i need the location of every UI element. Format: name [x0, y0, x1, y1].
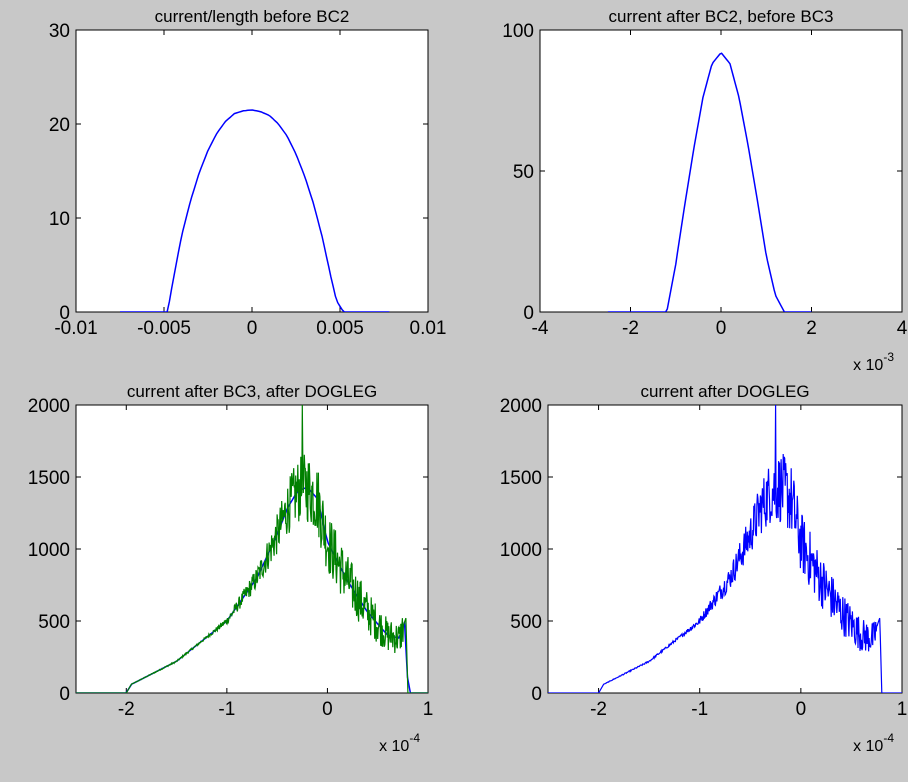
y-tick-label: 50	[513, 162, 534, 183]
series-line-1	[607, 52, 812, 312]
y-tick-label: 0	[523, 303, 534, 324]
x-tick-label: 1	[423, 699, 434, 720]
x-tick-label: 1	[897, 699, 908, 720]
chart-3: current after BC3, after DOGLEG -2 -1 0 1 0 50…	[28, 382, 434, 755]
x-tick-label: 0	[716, 318, 727, 339]
x-tick-label: 0	[796, 699, 807, 720]
y-tick-label: 100	[502, 21, 534, 42]
y-tick-label: 1500	[28, 468, 70, 489]
series-line-2	[76, 405, 428, 693]
chart-title: current after BC3, after DOGLEG	[127, 382, 377, 401]
x-tick-label: -2	[590, 699, 607, 720]
plot-area	[75, 29, 429, 313]
y-tick-label: 20	[49, 115, 70, 136]
x-tick-label: 0.005	[316, 318, 364, 339]
x-tick-label: 4	[897, 318, 908, 339]
series-line-1	[548, 405, 902, 693]
y-tick-label: 1000	[28, 540, 70, 561]
y-tick-label: 500	[510, 612, 542, 633]
y-tick-label: 0	[59, 684, 70, 705]
x-exponent-label: x 10-4	[379, 731, 420, 755]
y-tick-label: 500	[38, 612, 70, 633]
chart-title: current after DOGLEG	[640, 382, 809, 401]
x-exponent-label: x 10-3	[853, 350, 894, 374]
x-tick-label: 0.01	[410, 318, 447, 339]
plot-area	[547, 404, 903, 694]
x-tick-label: -1	[218, 699, 235, 720]
plot-area	[539, 29, 903, 313]
y-tick-label: 2000	[500, 396, 542, 417]
plot-area	[75, 404, 429, 694]
x-tick-label: -0.01	[54, 318, 97, 339]
y-tick-label: 30	[49, 21, 70, 42]
y-tick-label: 10	[49, 209, 70, 230]
y-tick-label: 0	[59, 303, 70, 324]
chart-1: current/length before BC2 -0.01 -0.005 0 0.0…	[49, 7, 447, 339]
chart-2: current after BC2, before BC3 -4 -2 0 2 4 0 50 1…	[502, 7, 907, 374]
y-tick-label: 2000	[28, 396, 70, 417]
chart-title: current after BC2, before BC3	[609, 7, 834, 26]
x-exponent-label: x 10-4	[853, 731, 894, 755]
y-tick-label: 1500	[500, 468, 542, 489]
y-tick-label: 0	[531, 684, 542, 705]
x-tick-label: -2	[118, 699, 135, 720]
x-tick-label: 2	[806, 318, 817, 339]
y-tick-label: 1000	[500, 540, 542, 561]
chart-4: current after DOGLEG -2 -1 0 1 0 500 1000 1500 20…	[500, 382, 908, 755]
x-tick-label: 0	[247, 318, 258, 339]
series-line-1	[120, 109, 390, 312]
x-tick-label: 0	[322, 699, 333, 720]
x-tick-label: -0.005	[137, 318, 191, 339]
x-tick-label: -2	[622, 318, 639, 339]
x-tick-label: -1	[691, 699, 708, 720]
x-tick-label: -4	[532, 318, 549, 339]
chart-title: current/length before BC2	[155, 7, 350, 26]
